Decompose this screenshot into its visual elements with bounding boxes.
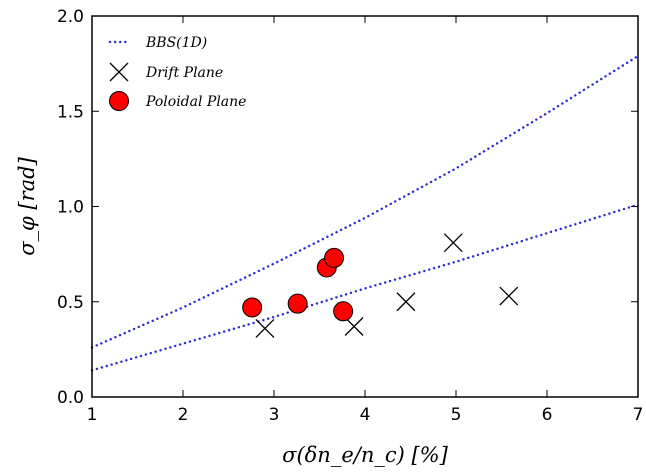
x-tick-label: 5 xyxy=(451,405,462,425)
y-axis-label: σ_φ [rad] xyxy=(15,156,39,255)
drift-plane-point xyxy=(344,317,364,336)
y-tick-label: 1.0 xyxy=(57,198,84,218)
drift-x-stroke xyxy=(344,317,364,336)
x-tick-label: 2 xyxy=(178,405,189,425)
legend-poloidal-swatch xyxy=(109,91,129,111)
legend-drift-label: Drift Plane xyxy=(145,65,223,81)
legend-poloidal-label: Poloidal Plane xyxy=(145,94,246,110)
bbs-curve-line xyxy=(90,203,640,372)
x-tick-label: 6 xyxy=(542,405,553,425)
drift-x-stroke xyxy=(443,233,463,253)
drift-plane-point xyxy=(255,318,275,338)
x-tick-label: 1 xyxy=(87,405,98,425)
axes: 1 2 3 4 5 6 7 0.0 0.5 1.0 1.5 2.0 xyxy=(57,7,643,425)
x-tick-label: 3 xyxy=(269,405,280,425)
legend-bbs-label: BBS(1D) xyxy=(145,35,207,51)
y-tick-label: 0.0 xyxy=(57,388,84,408)
legend-drift-swatch xyxy=(109,62,129,82)
poloidal-plane-point xyxy=(324,247,345,268)
plot-frame xyxy=(91,15,639,398)
drift-plane-point xyxy=(396,292,416,312)
drift-plane-point xyxy=(443,233,463,253)
drift-x-stroke xyxy=(499,286,519,306)
poloidal-plane-point xyxy=(242,297,263,318)
drift-x-stroke xyxy=(255,318,275,338)
poloidal-plane-point xyxy=(333,301,354,322)
legend: BBS(1D) Drift Plane Poloidal Plane xyxy=(108,35,246,111)
drift-x-stroke xyxy=(109,62,129,82)
drift-plane-point xyxy=(499,286,519,306)
y-tick-label: 2.0 xyxy=(57,7,84,27)
y-tick-label: 1.5 xyxy=(57,102,84,122)
plot-area xyxy=(90,54,640,372)
y-tick-label: 0.5 xyxy=(57,293,84,313)
x-axis-label: σ(δn_e/n_c) [%] xyxy=(282,443,449,467)
drift-x-stroke xyxy=(396,292,416,312)
poloidal-plane-point xyxy=(287,293,308,314)
x-tick-label: 4 xyxy=(360,405,371,425)
x-tick-label: 7 xyxy=(633,405,644,425)
